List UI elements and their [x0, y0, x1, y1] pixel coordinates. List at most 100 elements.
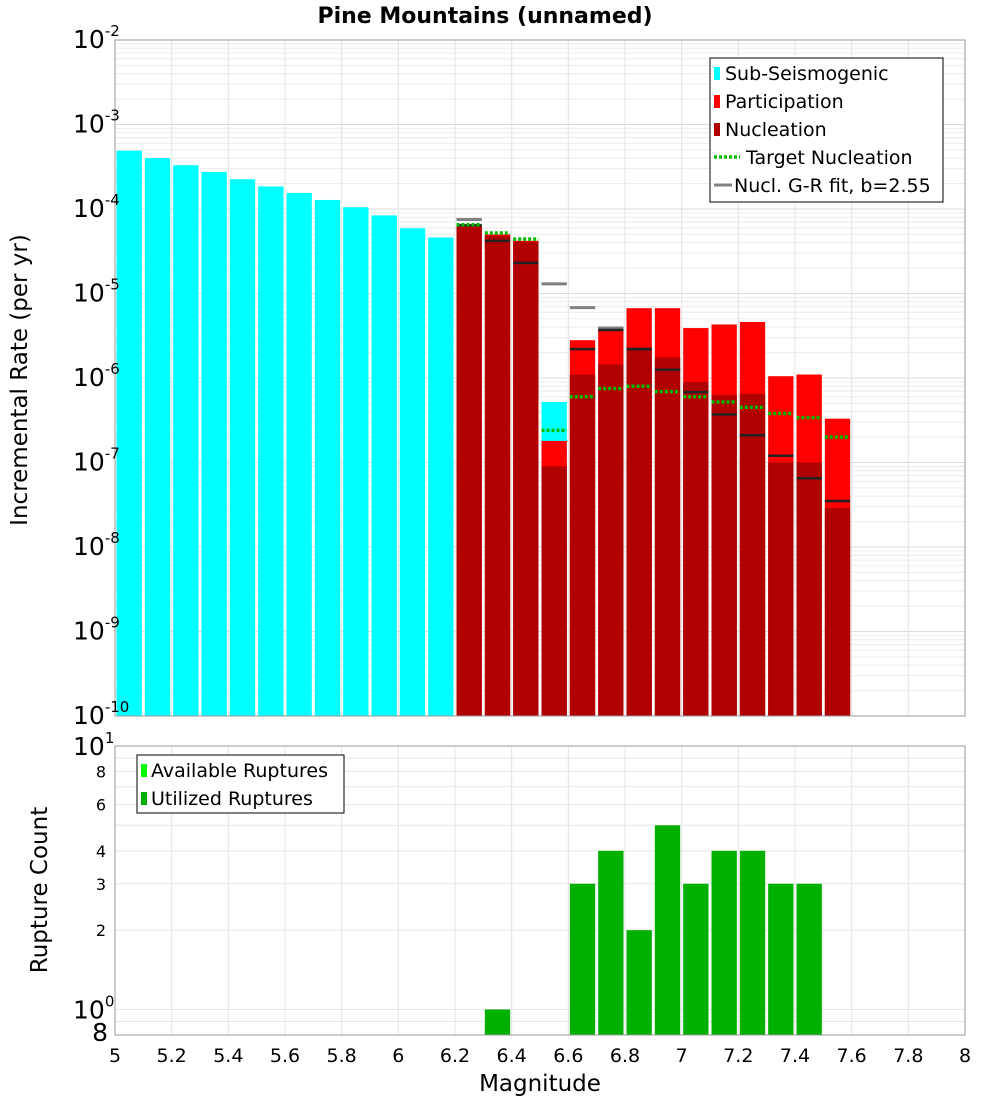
legend-swatch: [714, 123, 720, 136]
rate-y-tick-label: 10-4: [73, 191, 120, 223]
count-legend-box: [136, 754, 345, 814]
rate-y-tick-label: 10-9: [73, 614, 120, 646]
sub-seismogenic-bar: [314, 199, 341, 717]
legend-label: Nucleation: [725, 119, 827, 141]
rate-y-axis-label: Incremental Rate (per yr): [7, 234, 33, 526]
nucleation-bar: [683, 381, 709, 716]
sub-seismogenic-bar: [286, 192, 312, 716]
legend-swatch: [141, 764, 147, 777]
utilized-ruptures-bar: [484, 1009, 511, 1035]
utilized-ruptures-bar: [598, 850, 624, 1035]
rate-y-tick-label: 10-2: [73, 22, 120, 54]
legend-label: Target Nucleation: [745, 147, 913, 169]
count-y-minor-label: 3: [96, 875, 106, 894]
rate-bars: [116, 150, 851, 717]
count-legend: Available Ruptures Utilized Ruptures: [136, 754, 345, 814]
nucleation-bar: [569, 374, 596, 716]
count-plot-frame: [114, 745, 966, 1036]
rate-markers: [456, 218, 851, 503]
utilized-ruptures-bar: [626, 930, 652, 1035]
x-tick-label: 6: [392, 1045, 404, 1067]
nucleation-bar: [513, 241, 539, 716]
rate-y-tick-label: 10-7: [73, 445, 120, 477]
count-y-minor-label: 8: [92, 1018, 108, 1047]
utilized-ruptures-bar: [654, 825, 681, 1035]
x-tick-label: 5.2: [157, 1045, 187, 1067]
nucleation-bar: [796, 462, 822, 716]
chart-title: Pine Mountains (unnamed): [317, 4, 652, 29]
count-y-minor-label: 4: [96, 842, 106, 861]
rate-plot-frame: [114, 39, 966, 717]
count-y-tick-label: 101: [73, 729, 114, 761]
count-y-axis-label: Rupture Count: [27, 807, 53, 973]
sub-seismogenic-bar: [428, 237, 454, 717]
sub-seismogenic-bar: [201, 171, 227, 716]
nucleation-bar: [626, 347, 652, 716]
legend-label: Sub-Seismogenic: [725, 63, 889, 85]
rate-y-ticks: 10-10 10-9 10-8 10-7 10-6 10-5 10-4 10-3 10-2: [73, 22, 129, 730]
x-tick-label: 5.4: [213, 1045, 243, 1067]
rate-grid: [115, 40, 965, 717]
nucleation-bar: [598, 364, 624, 716]
rate-y-tick-label: 10-8: [73, 529, 120, 561]
count-x-ticks: 5 5.2 5.4 5.6 5.8 6 6.2 6.4 6.6 6.8 7 7.2 7.4 7.6 7.8 8: [109, 1045, 971, 1067]
x-tick-label: 6.6: [553, 1045, 583, 1067]
nucleation-bar: [824, 507, 851, 716]
nucleation-bar: [541, 466, 567, 716]
x-tick-label: 6.4: [497, 1045, 527, 1067]
nucleation-bar: [484, 235, 511, 716]
sub-seismogenic-bar: [116, 150, 142, 716]
rate-y-tick-label: 10-5: [73, 276, 120, 308]
utilized-ruptures-bar: [739, 850, 766, 1035]
sub-seismogenic-bar: [144, 158, 171, 717]
x-tick-label: 7.8: [893, 1045, 923, 1067]
rate-y-tick-label: 10-10: [73, 698, 129, 730]
x-tick-label: 6.2: [440, 1045, 470, 1067]
nucleation-bar: [711, 394, 737, 716]
x-tick-label: 6.8: [610, 1045, 640, 1067]
sub-seismogenic-bar: [258, 186, 284, 716]
utilized-ruptures-bar: [711, 850, 737, 1035]
sub-seismogenic-bar: [343, 207, 369, 716]
rate-legend: Sub-Seismogenic Participation Nucleation Ta…: [709, 57, 944, 203]
count-panel: 100 101 8 2 3 4 6 8 5 5.2 5.4 5.6 5.8 6 6.2 6.4 6.6 6.8 7…: [27, 729, 971, 1097]
sub-seismogenic-bar: [173, 165, 199, 717]
legend-swatch: [714, 67, 720, 80]
count-y-ticks: 100 101 8 2 3 4 6 8: [73, 729, 114, 1047]
x-tick-label: 5.8: [327, 1045, 357, 1067]
x-axis-label: Magnitude: [479, 1071, 601, 1097]
nucleation-bar: [654, 357, 681, 716]
count-bars: [484, 825, 822, 1035]
sub-seismogenic-bar: [371, 215, 397, 716]
legend-swatch: [714, 95, 720, 108]
rate-y-tick-label: 10-6: [73, 360, 120, 392]
nucleation-bar: [456, 226, 482, 716]
legend-swatch: [141, 792, 147, 805]
count-y-minor-label: 2: [96, 921, 106, 940]
rate-panel: Pine Mountains (unnamed) 10-1010-910-810…: [7, 4, 966, 730]
utilized-ruptures-bar: [569, 883, 596, 1035]
rate-y-tick-label: 10-3: [73, 107, 120, 139]
x-tick-label: 5.6: [270, 1045, 300, 1067]
legend-label: Utilized Ruptures: [151, 788, 313, 810]
count-y-tick-label: 100: [73, 992, 114, 1024]
x-tick-label: 8: [959, 1045, 971, 1067]
utilized-ruptures-bar: [683, 883, 709, 1035]
legend-label: Participation: [725, 91, 844, 113]
nucleation-bar: [739, 393, 766, 716]
legend-label: Available Ruptures: [151, 760, 328, 782]
count-y-minor-label: 6: [96, 795, 106, 814]
count-y-minor-label: 8: [96, 763, 106, 782]
x-tick-label: 5: [109, 1045, 121, 1067]
sub-seismogenic-bar: [399, 228, 426, 716]
x-tick-label: 7.2: [723, 1045, 753, 1067]
utilized-ruptures-bar: [796, 883, 822, 1035]
sub-seismogenic-bar: [229, 179, 256, 716]
legend-label: Nucl. G-R fit, b=2.55: [734, 175, 931, 197]
utilized-ruptures-bar: [768, 883, 794, 1035]
x-tick-label: 7.4: [780, 1045, 810, 1067]
rate-legend-box: [709, 57, 944, 203]
x-tick-label: 7.6: [837, 1045, 867, 1067]
nucleation-bar: [768, 462, 794, 716]
